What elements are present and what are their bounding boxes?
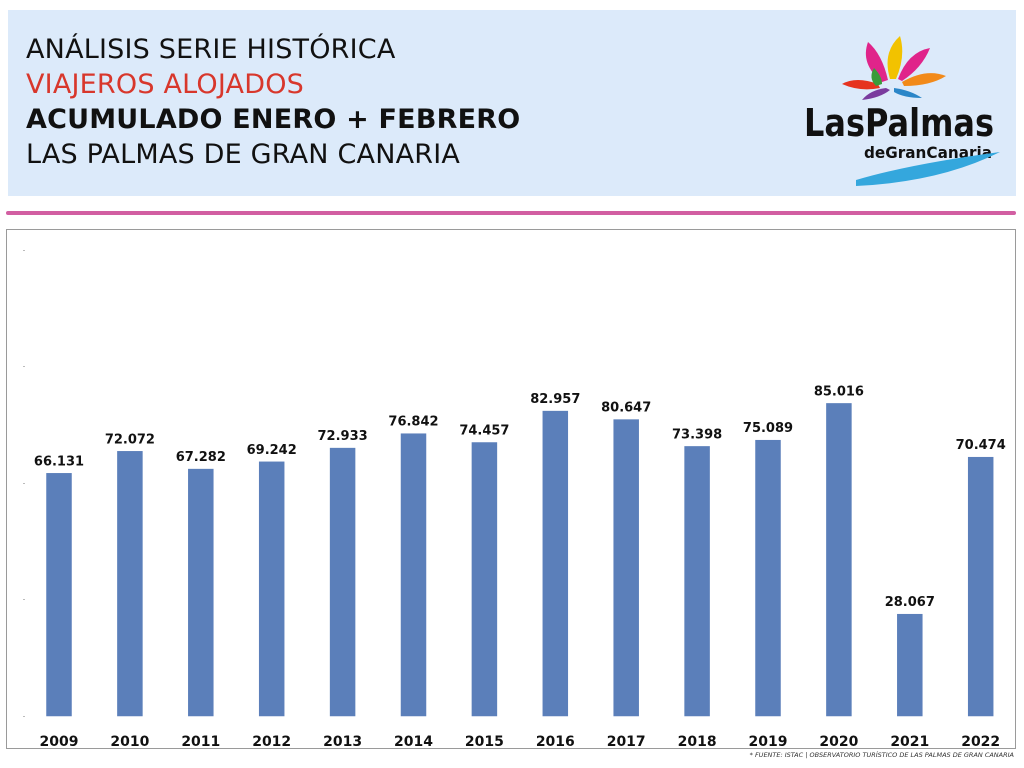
data-label-2017: 80.647	[601, 401, 651, 416]
x-tick-label-2022: 2022	[961, 734, 1000, 748]
data-label-2013: 72.933	[318, 429, 368, 444]
bar-2020	[824, 401, 854, 718]
data-label-2019: 75.089	[743, 421, 793, 436]
x-tick-label-2017: 2017	[607, 734, 646, 748]
title-line-1: ANÁLISIS SERIE HISTÓRICA	[26, 34, 396, 65]
data-label-2018: 73.398	[672, 427, 722, 442]
bar-2010	[115, 449, 145, 718]
bar-2016	[541, 409, 570, 718]
header-panel: ANÁLISIS SERIE HISTÓRICA VIAJEROS ALOJAD…	[8, 10, 1016, 196]
bar-2013	[328, 446, 357, 718]
data-label-2020: 85.016	[814, 384, 864, 399]
bar-chart: 66.131 2009 72.072 2010 67.282 2011 69.242 2012…	[23, 250, 1006, 748]
pink-divider	[6, 211, 1016, 215]
bar-2015	[470, 440, 499, 718]
bar-2014	[399, 431, 428, 718]
title-line-3: ACUMULADO ENERO + FEBRERO	[26, 104, 521, 135]
chart-frame: 66.131 2009 72.072 2010 67.282 2011 69.242 2012…	[6, 229, 1016, 749]
x-tick-label-2020: 2020	[819, 734, 858, 748]
x-tick-label-2021: 2021	[890, 734, 929, 748]
x-tick-label-2018: 2018	[678, 734, 717, 748]
source-note: * FUENTE: ISTAC | OBSERVATORIO TURÍSTICO…	[749, 751, 1014, 759]
x-tick-label-2011: 2011	[181, 734, 220, 748]
x-tick-label-2015: 2015	[465, 734, 504, 748]
x-tick-label-2014: 2014	[394, 734, 433, 748]
axis-tick-mark	[23, 599, 25, 600]
data-label-2015: 74.457	[459, 424, 509, 439]
title-line-2: VIAJEROS ALOJADOS	[26, 69, 305, 100]
x-tick-label-2012: 2012	[252, 734, 291, 748]
title-block: ANÁLISIS SERIE HISTÓRICA VIAJEROS ALOJAD…	[26, 32, 520, 172]
x-tick-label-2013: 2013	[323, 734, 362, 748]
bar-2009	[44, 471, 74, 718]
data-label-2011: 67.282	[176, 450, 226, 465]
axis-tick-mark	[23, 483, 25, 484]
data-label-2016: 82.957	[530, 392, 580, 407]
bar-2019	[753, 438, 783, 718]
logo-subtitle: deGranCanaria	[864, 143, 992, 162]
bar-2022	[966, 455, 995, 718]
bar-2021	[895, 612, 925, 718]
x-tick-label-2019: 2019	[749, 734, 788, 748]
las-palmas-logo: LasPalmas deGranCanaria	[804, 36, 1000, 186]
data-label-2010: 72.072	[105, 432, 155, 447]
data-label-2014: 76.842	[388, 415, 438, 430]
axis-tick-mark	[23, 250, 25, 251]
data-label-2022: 70.474	[956, 438, 1006, 453]
title-line-4: LAS PALMAS DE GRAN CANARIA	[26, 139, 461, 170]
axis-tick-mark	[23, 366, 25, 367]
bar-2011	[186, 467, 216, 718]
data-label-2021: 28.067	[885, 595, 935, 610]
x-tick-label-2010: 2010	[110, 734, 149, 748]
bar-2017	[611, 417, 641, 718]
x-tick-label-2009: 2009	[40, 734, 79, 748]
bar-2018	[682, 444, 712, 718]
logo-wordmark: LasPalmas	[804, 101, 994, 145]
data-label-2012: 69.242	[247, 443, 297, 458]
data-label-2009: 66.131	[34, 454, 84, 469]
bar-2012	[257, 460, 286, 718]
axis-tick-mark	[23, 716, 25, 717]
x-tick-label-2016: 2016	[536, 734, 575, 748]
